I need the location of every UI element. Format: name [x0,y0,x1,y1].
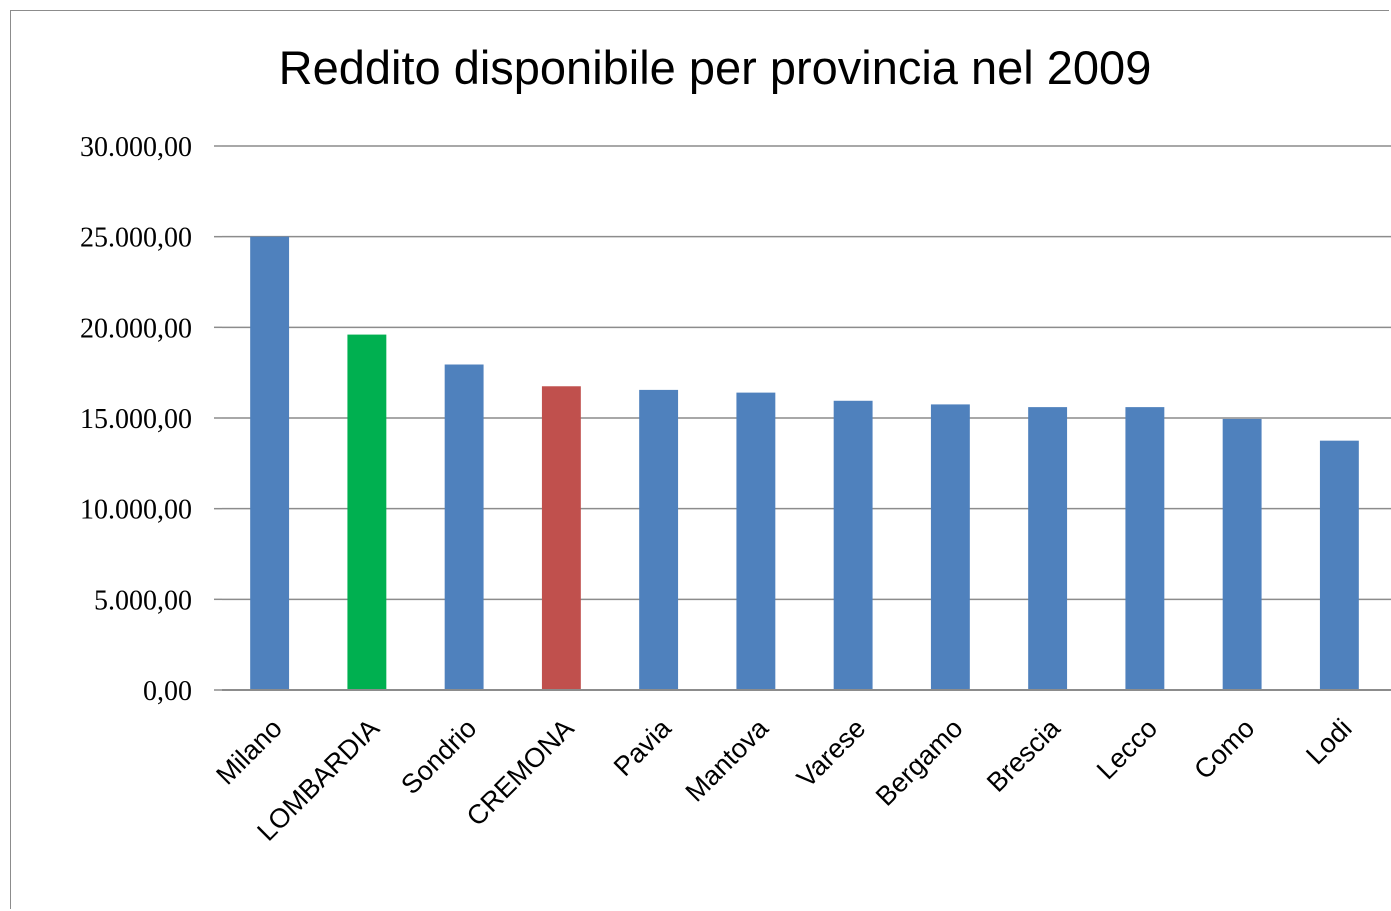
bar-varese [833,400,873,690]
bar-lodi [1319,440,1359,690]
x-tick-label: Milano [210,713,287,790]
bar-lecco [1125,407,1165,690]
y-tick-label: 15.000,00 [80,404,192,435]
x-tick-label: Lodi [1300,713,1357,770]
x-tick-label: Mantova [680,712,775,807]
y-tick-label: 20.000,00 [80,313,192,344]
bar-milano [250,236,290,690]
bar-sondrio [444,364,484,690]
y-tick-label: 0,00 [143,676,192,707]
bar-bergamo [930,404,970,690]
x-tick-label: Bergamo [870,713,969,812]
x-tick-label: Como [1188,713,1260,785]
bars [250,236,1359,690]
x-tick-label: Varese [791,713,871,793]
bar-como [1222,418,1262,690]
chart-title: Reddito disponibile per provincia nel 20… [278,41,1152,94]
bar-lombardia [347,334,387,690]
x-tick-label: Pavia [608,712,678,782]
x-tick-label: Brescia [981,712,1067,798]
bar-brescia [1028,407,1068,690]
y-tick-label: 10.000,00 [80,495,192,526]
y-tick-label: 5.000,00 [94,585,192,616]
chart-frame [10,10,1389,909]
x-tick-label: Lecco [1091,713,1163,785]
bar-mantova [736,392,776,690]
bar-cremona [541,386,581,690]
gridlines [214,145,1391,691]
y-tick-label: 30.000,00 [80,132,192,163]
y-tick-label: 25.000,00 [80,223,192,254]
bar-pavia [639,389,679,690]
y-axis-ticks: 0,00 5.000,00 10.000,00 15.000,00 20.000,00 2… [80,132,192,707]
x-tick-label: Sondrio [395,713,482,800]
